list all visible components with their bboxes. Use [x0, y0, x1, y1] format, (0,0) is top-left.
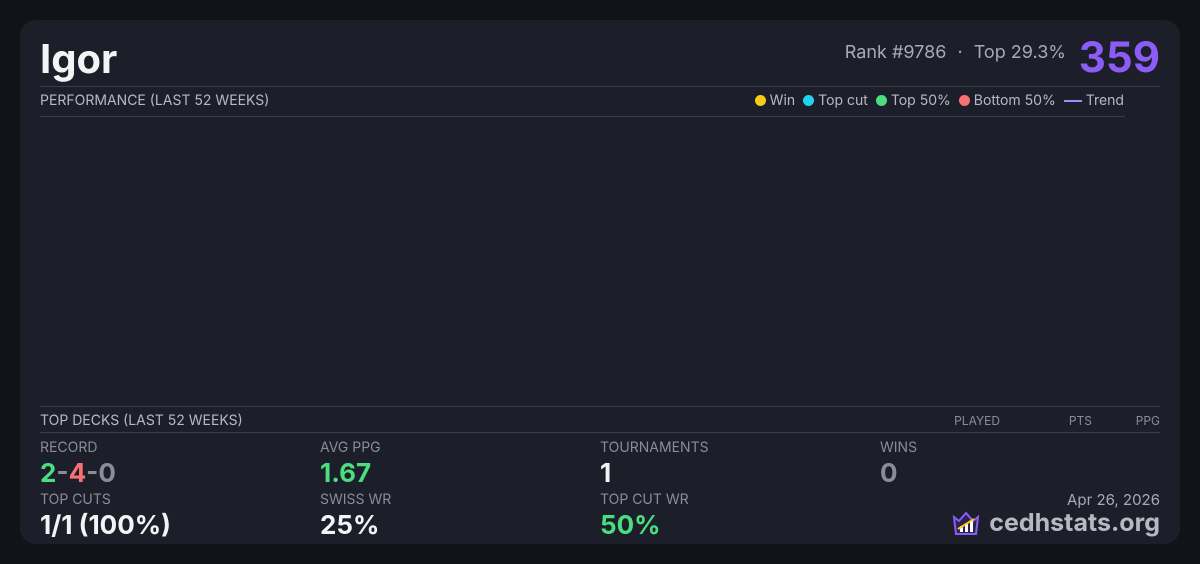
date: Apr 26, 2026 — [1067, 490, 1160, 509]
brand: cedhstats.org — [951, 508, 1160, 538]
draws: 0 — [98, 458, 116, 489]
stat-value: 1 — [600, 458, 612, 489]
legend-item: Win — [754, 92, 796, 109]
player-card: Igor Rank #9786 · Top 29.3% 359 PERFORMA… — [20, 20, 1180, 544]
percentile: Top 29.3% — [973, 42, 1066, 63]
stat-label: RECORD — [40, 439, 98, 456]
separator: · — [957, 42, 963, 63]
stat-label: TOP CUT WR — [600, 491, 689, 508]
divider — [40, 86, 1160, 87]
stat-label: SWISS WR — [320, 491, 392, 508]
column-header: PPG — [1135, 413, 1160, 428]
legend-item: Bottom 50% — [958, 92, 1056, 109]
wins: 2 — [40, 458, 57, 489]
rank: Rank #9786 — [844, 42, 947, 63]
legend: Win Top cut Top 50% Bottom 50% Trend — [754, 92, 1124, 109]
legend-item: Trend — [1063, 92, 1124, 109]
legend-label: Top cut — [818, 92, 868, 109]
stat-label: TOURNAMENTS — [600, 439, 709, 456]
separator: - — [56, 458, 69, 489]
column-header: PTS — [1068, 413, 1092, 428]
legend-item: Top cut — [803, 92, 868, 109]
record: 2-4-0 — [40, 458, 116, 489]
stat-value: 0 — [880, 458, 898, 489]
stat-label: AVG PPG — [320, 439, 381, 456]
score: 359 — [1078, 32, 1160, 83]
stat-value: 25% — [320, 510, 380, 541]
legend-label: Trend — [1085, 92, 1124, 109]
brand-name: cedhstats.org — [989, 508, 1160, 538]
rank-line: Rank #9786 · Top 29.3% — [839, 42, 1066, 63]
column-header: PLAYED — [954, 413, 1000, 428]
section-title: PERFORMANCE (LAST 52 WEEKS) — [40, 92, 270, 109]
stat-value: 50% — [600, 510, 661, 541]
stat-label: WINS — [880, 439, 918, 456]
legend-label: Win — [769, 92, 796, 109]
divider — [40, 406, 1160, 407]
stat-value: 1.67 — [320, 458, 372, 489]
separator: - — [86, 458, 99, 489]
legend-label: Bottom 50% — [973, 92, 1056, 109]
legend-label: Top 50% — [890, 92, 951, 109]
losses: 4 — [68, 458, 87, 489]
stat-value: 1/1 (100%) — [40, 510, 171, 541]
stat-label: TOP CUTS — [40, 491, 111, 508]
divider — [40, 116, 1125, 117]
player-name: Igor — [40, 34, 118, 83]
section-title: TOP DECKS (LAST 52 WEEKS) — [40, 412, 243, 429]
divider — [40, 432, 1160, 433]
logo — [952, 511, 980, 535]
legend-item: Top 50% — [875, 92, 951, 109]
